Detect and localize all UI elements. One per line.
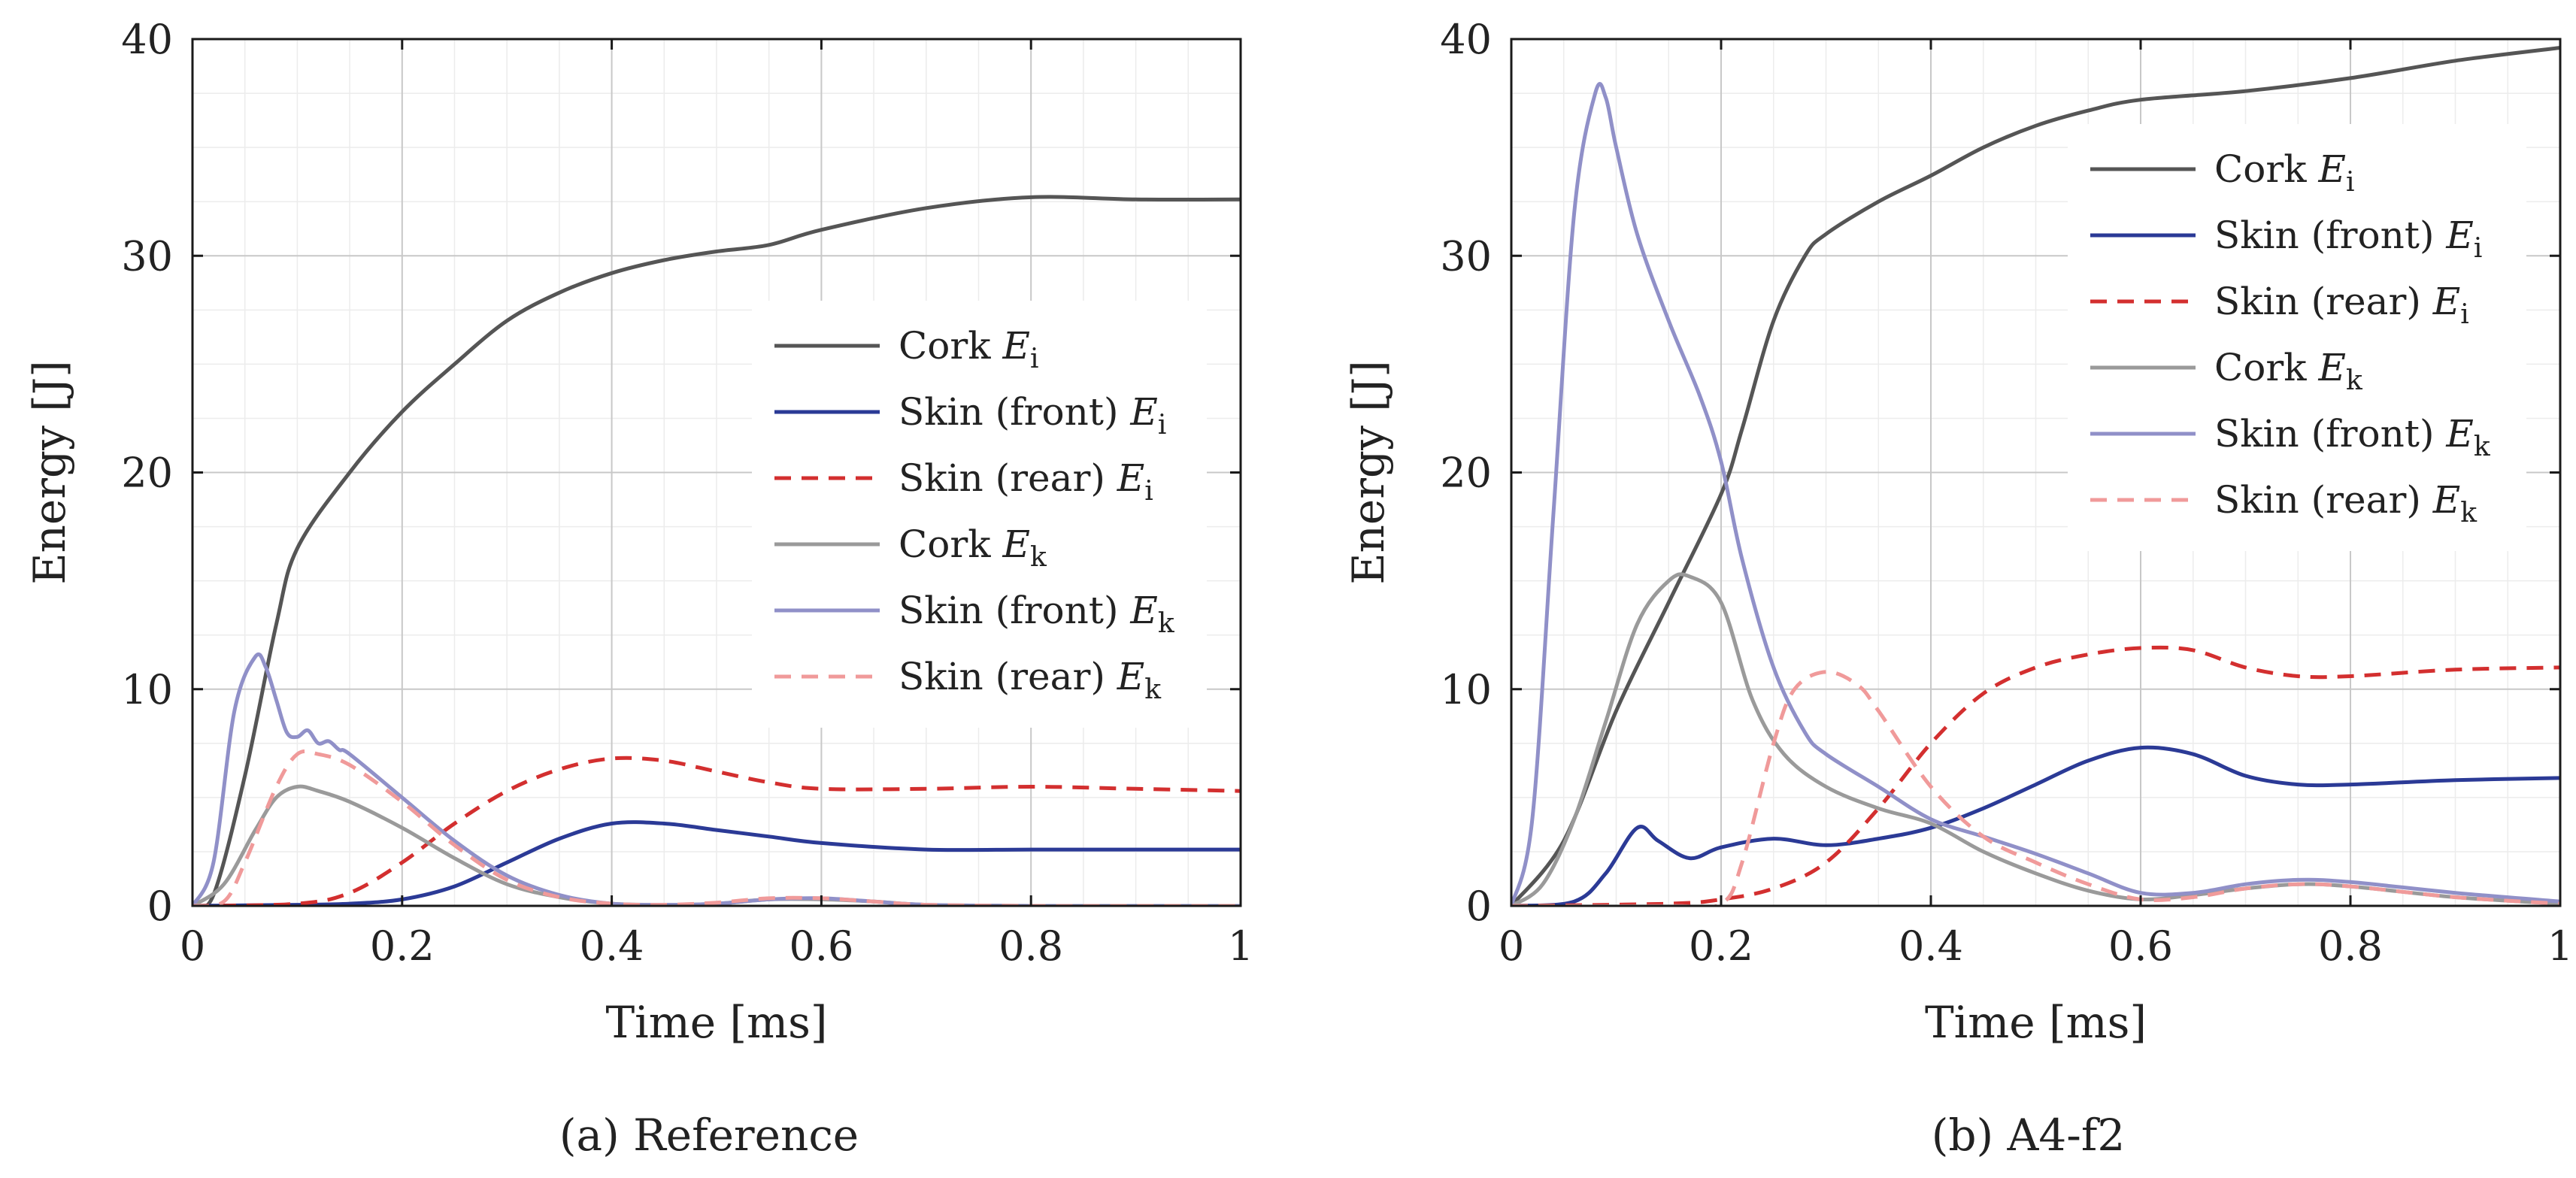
legend: Cork Ei Skin (front) Ei Skin (rear) Ei Cork… — [2068, 124, 2526, 551]
legend-label-skin-front-e-i: Skin (front) Ei — [2214, 213, 2482, 264]
legend-label-skin-front-e-i: Skin (front) Ei — [899, 390, 1166, 441]
x-axis-title: Time [ms] — [605, 997, 827, 1048]
x-tick-label: 0.2 — [370, 922, 435, 970]
series-line-skin-front-e-i — [192, 820, 1241, 906]
y-tick-label: 0 — [1466, 883, 1492, 930]
y-tick-label: 40 — [121, 16, 173, 63]
y-tick-label: 20 — [1440, 450, 1492, 497]
y-tick-label: 20 — [121, 450, 173, 497]
x-tick-label: 0.2 — [1689, 922, 1753, 970]
y-tick-label: 30 — [121, 232, 173, 280]
y-tick-label: 30 — [1440, 232, 1492, 280]
series-group — [192, 195, 1241, 906]
legend-label-cork-e-i: Cork Ei — [899, 324, 1038, 374]
series-line-cork-e-k — [1511, 572, 2560, 906]
x-tick-label: 1 — [1228, 922, 1253, 970]
series-line-skin-rear-e-k — [192, 749, 1241, 906]
legend-label-skin-rear-e-k: Skin (rear) Ek — [899, 655, 1162, 705]
series-line-cork-e-i — [192, 195, 1241, 906]
series-line-skin-front-e-k — [192, 652, 1241, 906]
legend-label-skin-front-e-k: Skin (front) Ek — [2214, 412, 2491, 462]
legend-label-cork-e-i: Cork Ei — [2214, 147, 2354, 198]
y-tick-label: 0 — [147, 883, 173, 930]
x-tick-label: 0.8 — [2318, 922, 2383, 970]
series-line-skin-front-e-i — [1511, 745, 2560, 906]
y-tick-label: 10 — [121, 666, 173, 713]
legend-background — [752, 301, 1207, 728]
x-tick-label: 0 — [180, 922, 205, 970]
subfigure-caption: (a) Reference — [559, 1110, 859, 1161]
series-line-skin-front-e-k — [1511, 82, 2560, 906]
legend-label-skin-rear-e-k: Skin (rear) Ek — [2214, 478, 2478, 528]
x-axis-title: Time [ms] — [1925, 997, 2147, 1048]
y-tick-label: 40 — [1440, 16, 1492, 63]
y-axis-title: Energy [J] — [1343, 360, 1394, 585]
x-tick-label: 0.4 — [1899, 922, 1963, 970]
legend-label-skin-rear-e-i: Skin (rear) Ei — [2214, 280, 2469, 330]
y-axis-title: Energy [J] — [24, 360, 75, 585]
legend-label-skin-front-e-k: Skin (front) Ek — [899, 589, 1175, 639]
legend-label-skin-rear-e-i: Skin (rear) Ei — [899, 456, 1153, 507]
series-line-skin-rear-e-i — [1511, 645, 2560, 906]
legend-background — [2068, 124, 2526, 551]
series-group — [1511, 46, 2560, 906]
series-line-skin-rear-e-i — [192, 756, 1241, 906]
legend-label-cork-e-k: Cork Ek — [899, 522, 1047, 573]
x-tick-label: 0.6 — [789, 922, 853, 970]
y-tick-label: 10 — [1440, 666, 1492, 713]
series-line-cork-e-i — [1511, 46, 2560, 906]
x-tick-label: 0 — [1499, 922, 1524, 970]
series-line-skin-rear-e-k — [1511, 670, 2560, 906]
subfigure-caption: (b) A4-f2 — [1932, 1110, 2126, 1161]
x-tick-label: 0.8 — [999, 922, 1063, 970]
legend: Cork Ei Skin (front) Ei Skin (rear) Ei Cork… — [752, 301, 1207, 728]
x-tick-label: 0.4 — [580, 922, 644, 970]
x-tick-label: 1 — [2547, 922, 2573, 970]
x-tick-label: 0.6 — [2108, 922, 2173, 970]
legend-label-cork-e-k: Cork Ek — [2214, 346, 2363, 396]
